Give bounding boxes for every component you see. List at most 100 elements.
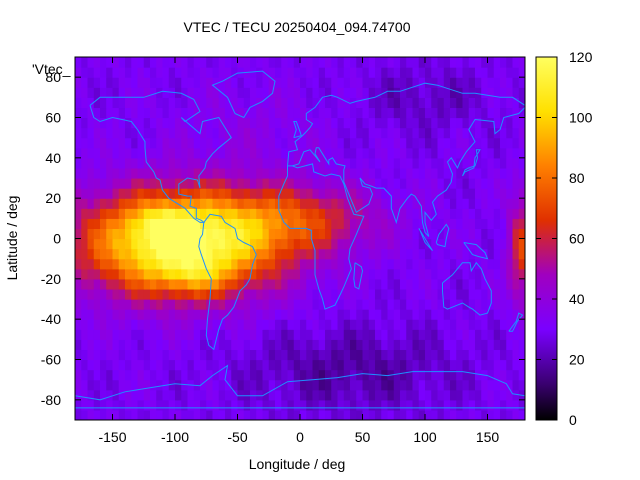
heatmap-cell bbox=[306, 87, 314, 98]
heatmap-cell bbox=[75, 339, 82, 351]
heatmap-cell bbox=[281, 329, 289, 340]
heatmap-cell bbox=[81, 67, 89, 78]
heatmap-cell bbox=[400, 117, 407, 129]
heatmap-cell bbox=[381, 278, 389, 290]
heatmap-cell bbox=[87, 319, 95, 330]
heatmap-cell bbox=[106, 248, 114, 260]
heatmap-cell bbox=[137, 329, 145, 340]
heatmap-cell bbox=[143, 97, 151, 109]
heatmap-cell bbox=[425, 87, 432, 98]
heatmap-cell bbox=[125, 97, 132, 109]
heatmap-cell bbox=[81, 97, 89, 109]
heatmap-cell bbox=[312, 369, 320, 381]
heatmap-cell bbox=[118, 97, 126, 109]
heatmap-cell bbox=[406, 137, 414, 149]
heatmap-cell bbox=[100, 107, 107, 119]
heatmap-cell bbox=[206, 87, 214, 98]
heatmap-cell bbox=[493, 147, 501, 159]
heatmap-cell bbox=[137, 399, 145, 411]
heatmap-cell bbox=[112, 178, 120, 189]
heatmap-cell bbox=[506, 369, 514, 381]
heatmap-cell bbox=[156, 137, 164, 149]
coastline-path bbox=[287, 82, 525, 166]
heatmap-cell bbox=[450, 97, 457, 109]
heatmap-cell bbox=[437, 319, 445, 330]
heatmap-cell bbox=[331, 228, 339, 240]
heatmap-cell bbox=[218, 248, 226, 260]
heatmap-cell bbox=[112, 87, 120, 98]
heatmap-cell bbox=[368, 349, 376, 361]
heatmap-cell bbox=[237, 167, 245, 179]
heatmap-cell bbox=[331, 137, 339, 149]
heatmap-cell bbox=[431, 359, 439, 371]
heatmap-cell bbox=[481, 248, 489, 260]
heatmap-cell bbox=[500, 379, 507, 391]
heatmap-cell bbox=[450, 349, 457, 361]
heatmap-cell bbox=[375, 309, 382, 320]
heatmap-cell bbox=[200, 188, 207, 199]
heatmap-cell bbox=[287, 288, 295, 300]
heatmap-cell bbox=[418, 77, 426, 88]
heatmap-cell bbox=[250, 57, 257, 68]
heatmap-cell bbox=[200, 208, 207, 219]
heatmap-cell bbox=[437, 97, 445, 109]
heatmap-cell bbox=[268, 399, 276, 411]
heatmap-cell bbox=[237, 288, 245, 300]
heatmap-cell bbox=[281, 167, 289, 179]
heatmap-cell bbox=[437, 399, 445, 411]
heatmap-cell bbox=[381, 238, 389, 250]
heatmap-cell bbox=[143, 228, 151, 240]
heatmap-cell bbox=[462, 288, 470, 300]
heatmap-cell bbox=[418, 278, 426, 290]
heatmap-cell bbox=[125, 77, 132, 88]
heatmap-cell bbox=[275, 67, 282, 78]
heatmap-cell bbox=[506, 389, 514, 401]
heatmap-cell bbox=[475, 248, 482, 260]
heatmap-cell bbox=[162, 349, 170, 361]
heatmap-cell bbox=[181, 299, 189, 310]
heatmap-cell bbox=[393, 178, 401, 189]
heatmap-cell bbox=[156, 198, 164, 209]
heatmap-cell bbox=[437, 67, 445, 78]
heatmap-cell bbox=[437, 218, 445, 230]
heatmap-cell bbox=[87, 167, 95, 179]
heatmap-cell bbox=[193, 409, 201, 420]
heatmap-cell bbox=[200, 268, 207, 280]
heatmap-cell bbox=[162, 87, 170, 98]
heatmap-cell bbox=[412, 379, 420, 391]
heatmap-cell bbox=[306, 288, 314, 300]
heatmap-cell bbox=[400, 399, 407, 411]
heatmap-cell bbox=[431, 77, 439, 88]
heatmap-cell bbox=[225, 369, 232, 381]
heatmap-cell bbox=[168, 319, 176, 330]
heatmap-cell bbox=[418, 87, 426, 98]
heatmap-cell bbox=[137, 127, 145, 139]
heatmap-cell bbox=[500, 167, 507, 179]
heatmap-cell bbox=[350, 409, 357, 420]
heatmap-cell bbox=[231, 167, 239, 179]
heatmap-cell bbox=[231, 369, 239, 381]
heatmap-cell bbox=[306, 147, 314, 159]
heatmap-cell bbox=[125, 147, 132, 159]
heatmap-cell bbox=[118, 248, 126, 260]
heatmap-cell bbox=[293, 77, 301, 88]
heatmap-cell bbox=[312, 288, 320, 300]
heatmap-cell bbox=[493, 107, 501, 119]
heatmap-cell bbox=[331, 349, 339, 361]
heatmap-cell bbox=[106, 137, 114, 149]
heatmap-cell bbox=[418, 258, 426, 270]
heatmap-cell bbox=[456, 198, 464, 209]
heatmap-cell bbox=[331, 67, 339, 78]
heatmap-cell bbox=[368, 87, 376, 98]
heatmap-cell bbox=[450, 399, 457, 411]
heatmap-cell bbox=[218, 57, 226, 68]
heatmap-cell bbox=[418, 248, 426, 260]
heatmap-cell bbox=[287, 167, 295, 179]
heatmap-cell bbox=[268, 117, 276, 129]
heatmap-cell bbox=[318, 167, 326, 179]
heatmap-cell bbox=[81, 359, 89, 371]
heatmap-cell bbox=[287, 57, 295, 68]
heatmap-cell bbox=[487, 309, 495, 320]
heatmap-cell bbox=[137, 67, 145, 78]
heatmap-cell bbox=[300, 329, 307, 340]
